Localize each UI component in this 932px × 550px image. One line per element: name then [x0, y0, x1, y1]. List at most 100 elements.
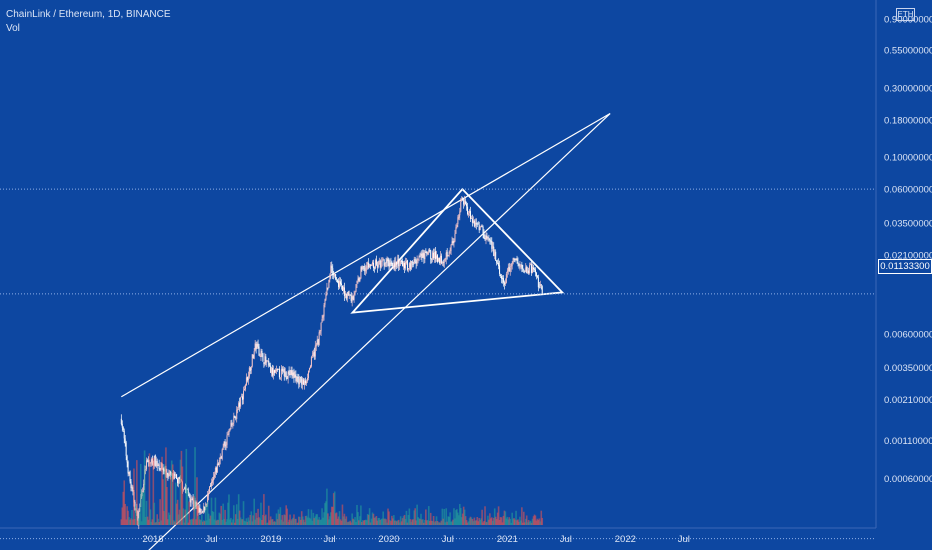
candle-body	[366, 265, 368, 270]
volume-bar	[375, 516, 378, 525]
candle-body	[329, 274, 331, 281]
candle-body	[182, 489, 184, 490]
price-axis-tick-label: 0.10000000	[884, 153, 932, 164]
candle-body	[195, 502, 197, 505]
volume-bar	[153, 502, 156, 525]
candle-body	[147, 460, 149, 462]
candle-body	[314, 345, 316, 357]
candle-body	[318, 332, 320, 345]
volume-bar	[156, 514, 159, 525]
candle-body	[538, 286, 540, 288]
candle-body	[345, 293, 347, 299]
volume-bar	[317, 519, 319, 525]
candle-body	[124, 438, 126, 444]
price-axis-tick-label: 0.18000000	[884, 116, 932, 127]
volume-bar	[201, 521, 204, 525]
price-axis-tick-label: 0.30000000	[884, 84, 932, 95]
candle-body	[285, 372, 287, 379]
candle-body	[313, 351, 315, 357]
volume-bar	[380, 519, 383, 525]
candle-body	[226, 435, 228, 445]
volume-bar	[426, 520, 428, 525]
volume-bar	[312, 512, 315, 525]
candle-body	[409, 263, 411, 270]
candle-body	[455, 227, 457, 234]
volume-bar	[306, 517, 309, 525]
volume-bar	[266, 522, 269, 525]
candle-body	[492, 246, 494, 249]
candle-body	[404, 262, 406, 269]
candle-body	[529, 265, 531, 274]
currency-badge[interactable]: ETH	[896, 8, 915, 21]
price-axis-tick-label: 0.02100000	[884, 251, 932, 262]
candle-body	[209, 486, 211, 494]
symbol-title[interactable]: ChainLink / Ethereum, 1D, BINANCE	[6, 9, 171, 20]
volume-bar	[498, 520, 501, 525]
candle-body	[324, 299, 326, 305]
candle-body	[518, 263, 520, 266]
volume-bar	[484, 506, 486, 525]
volume-bar	[137, 518, 140, 525]
volume-bar	[459, 504, 461, 525]
candle-body	[350, 295, 352, 301]
candle-body	[244, 385, 246, 390]
candle-body	[290, 370, 292, 375]
volume-bar	[169, 514, 171, 525]
volume-bar	[136, 460, 138, 525]
candle-body	[513, 258, 515, 260]
volume-bar	[193, 496, 195, 525]
candle-body	[379, 260, 381, 268]
candle-body	[454, 233, 456, 242]
time-axis-tick-label: 2020	[378, 534, 399, 545]
candle-body	[349, 294, 351, 296]
volume-bar	[350, 522, 352, 525]
volume-bar	[286, 508, 288, 525]
candle-body	[210, 485, 212, 487]
volume-bar	[302, 519, 305, 525]
volume-bar	[267, 505, 270, 525]
candle-body	[254, 343, 256, 351]
volume-bar	[518, 521, 520, 525]
candle-body	[515, 258, 517, 261]
candle-body	[336, 278, 338, 280]
volume-bar	[436, 520, 439, 525]
candle-body	[360, 267, 362, 279]
candle-body	[243, 390, 245, 400]
volume-bar	[342, 516, 345, 525]
volume-bar	[333, 491, 336, 525]
volume-bar	[491, 517, 493, 525]
candle-body	[541, 286, 543, 294]
time-axis[interactable]: 2018 Jul 2019 Jul 2020 Jul 2021 Jul 2022 Jul	[142, 534, 689, 545]
volume-bar	[237, 494, 240, 525]
volume-bar	[197, 505, 199, 525]
volume-bar	[444, 522, 447, 525]
volume-bar	[218, 512, 221, 525]
candle-body	[413, 258, 415, 265]
candle-body	[406, 260, 408, 270]
candle-body	[436, 255, 438, 262]
volume-bar	[465, 520, 468, 525]
volume-bar	[442, 518, 445, 525]
candle-body	[305, 380, 307, 384]
volume-bar	[287, 522, 289, 525]
volume-bar	[288, 519, 290, 525]
volume-bar	[252, 515, 255, 525]
volume-bar	[220, 505, 223, 525]
candle-body	[128, 472, 130, 475]
candle-body	[340, 281, 342, 285]
volume-bar	[199, 519, 201, 525]
volume-bar	[120, 519, 123, 525]
volume-bar	[368, 508, 371, 525]
time-axis-tick-label: Jul	[560, 534, 572, 545]
candle-body	[493, 246, 495, 257]
volume-bar	[348, 521, 351, 525]
candle-body	[452, 241, 454, 244]
price-axis[interactable]: 0.900000000.550000000.300000000.18000000…	[884, 15, 932, 485]
volume-indicator-label[interactable]: Vol	[6, 23, 20, 34]
candle-body	[453, 240, 455, 243]
candle-body	[252, 354, 254, 358]
candle-body	[385, 262, 387, 264]
candle-body	[141, 492, 143, 498]
